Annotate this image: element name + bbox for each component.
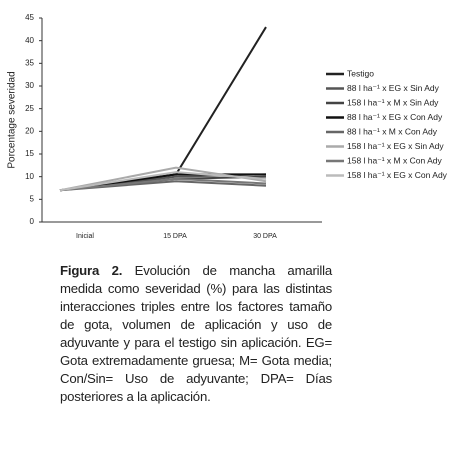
legend-label: 158 l ha⁻¹ x M x Sin Ady (347, 97, 439, 107)
series-line (59, 177, 267, 192)
x-tick-label: Inicial (76, 233, 94, 240)
y-tick-label: 45 (25, 13, 34, 22)
y-axis-label: Porcentage severidad (7, 71, 18, 168)
series-line (59, 171, 267, 192)
y-tick-label: 20 (25, 126, 34, 135)
caption: Figura 2. Evolución de mancha amarilla m… (60, 262, 332, 406)
y-tick-label: 15 (25, 149, 34, 158)
y-tick-label: 30 (25, 81, 34, 90)
y-tick-label: 25 (25, 104, 34, 113)
legend-label: 158 l ha⁻¹ x EG x Sin Ady (347, 141, 444, 151)
legend-label: 88 l ha⁻¹ x M x Con Ady (347, 126, 438, 136)
caption-title: Figura 2. (60, 263, 123, 278)
legend-label: 158 l ha⁻¹ x EG x Con Ady (347, 170, 448, 180)
series-line (59, 26, 267, 192)
x-tick-label: 15 DPA (163, 233, 187, 240)
y-tick-label: 5 (30, 194, 35, 203)
y-tick-label: 0 (30, 217, 35, 226)
legend-label: 158 l ha⁻¹ x M x Con Ady (347, 155, 442, 165)
y-tick-label: 10 (25, 172, 34, 181)
y-tick-label: 40 (25, 36, 34, 45)
legend-label: 88 l ha⁻¹ x EG x Con Ady (347, 112, 443, 122)
chart: Porcentage severidad 0 5 10 15 20 25 30 35 40 45 I… (7, 13, 448, 240)
y-tick-label: 35 (25, 58, 34, 67)
x-tick-label: 30 DPA (253, 233, 277, 240)
caption-text: Evolución de mancha amarilla medida como… (60, 263, 333, 404)
legend-label: Testigo (347, 68, 374, 78)
legend-label: 88 l ha⁻¹ x EG x Sin Ady (347, 83, 440, 93)
